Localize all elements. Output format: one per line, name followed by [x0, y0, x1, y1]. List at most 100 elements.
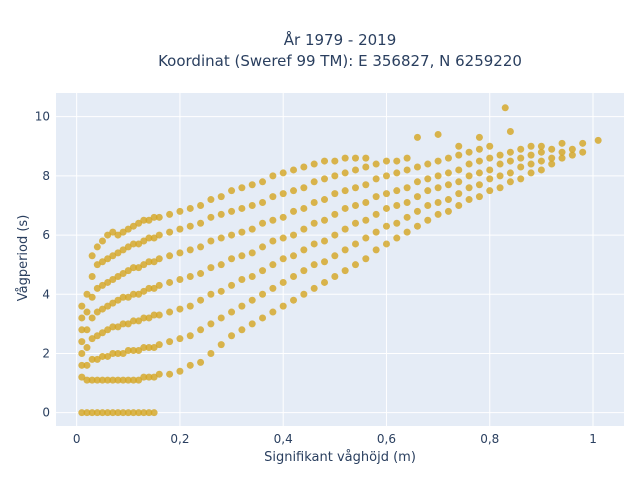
- data-point: [351, 219, 359, 227]
- data-point: [248, 225, 256, 233]
- data-point: [140, 216, 148, 224]
- data-point: [155, 370, 163, 378]
- data-point: [114, 409, 122, 417]
- data-point: [150, 373, 158, 381]
- data-point: [217, 261, 225, 269]
- data-point: [166, 308, 174, 316]
- data-point: [88, 376, 96, 384]
- data-point: [98, 258, 106, 266]
- data-point: [83, 361, 91, 369]
- data-point: [78, 409, 86, 417]
- data-point: [135, 317, 143, 325]
- data-point: [197, 296, 205, 304]
- data-point: [98, 329, 106, 337]
- data-point: [98, 281, 106, 289]
- data-point: [269, 284, 277, 292]
- data-point: [310, 178, 318, 186]
- data-point: [114, 376, 122, 384]
- data-point: [119, 246, 127, 254]
- data-point: [93, 376, 101, 384]
- data-point: [444, 196, 452, 204]
- chart-title-line-2: Koordinat (Sweref 99 TM): E 356827, N 62…: [158, 52, 522, 70]
- data-point: [83, 308, 91, 316]
- data-point: [124, 320, 132, 328]
- y-tick-label: 6: [42, 228, 50, 242]
- data-point: [93, 261, 101, 269]
- data-point: [228, 231, 236, 239]
- data-point: [341, 225, 349, 233]
- data-point: [140, 344, 148, 352]
- data-point: [475, 133, 483, 141]
- data-point: [290, 166, 298, 174]
- y-tick-label: 2: [42, 346, 50, 360]
- data-point: [114, 231, 122, 239]
- data-point: [248, 201, 256, 209]
- data-point: [362, 163, 370, 171]
- data-point: [104, 352, 112, 360]
- data-point: [109, 349, 117, 357]
- data-point: [150, 409, 158, 417]
- data-point: [486, 187, 494, 195]
- data-point: [279, 302, 287, 310]
- data-point: [486, 154, 494, 162]
- data-point: [129, 409, 137, 417]
- data-point: [548, 160, 556, 168]
- data-point: [310, 240, 318, 248]
- data-point: [290, 187, 298, 195]
- data-point: [259, 199, 267, 207]
- data-point: [496, 172, 504, 180]
- y-tick-label: 8: [42, 169, 50, 183]
- data-point: [548, 154, 556, 162]
- data-point: [362, 255, 370, 263]
- data-point: [548, 145, 556, 153]
- data-point: [486, 166, 494, 174]
- data-point: [351, 240, 359, 248]
- data-point: [145, 234, 153, 242]
- data-point: [186, 332, 194, 340]
- data-point: [279, 234, 287, 242]
- data-point: [104, 255, 112, 263]
- data-point: [506, 148, 514, 156]
- data-point: [455, 166, 463, 174]
- data-point: [155, 311, 163, 319]
- data-point: [197, 270, 205, 278]
- data-point: [129, 317, 137, 325]
- data-point: [93, 243, 101, 251]
- data-point: [300, 184, 308, 192]
- data-point: [176, 207, 184, 215]
- data-point: [135, 219, 143, 227]
- data-point: [537, 157, 545, 165]
- data-point: [465, 148, 473, 156]
- data-point: [465, 172, 473, 180]
- data-point: [145, 409, 153, 417]
- data-point: [259, 290, 267, 298]
- data-point: [331, 273, 339, 281]
- data-point: [176, 249, 184, 257]
- data-point: [372, 193, 380, 201]
- data-point: [362, 199, 370, 207]
- data-point: [290, 273, 298, 281]
- data-point: [166, 370, 174, 378]
- data-point: [269, 237, 277, 245]
- data-point: [290, 296, 298, 304]
- data-point: [351, 166, 359, 174]
- data-point: [114, 249, 122, 257]
- x-tick-label: 0,2: [170, 432, 189, 446]
- data-point: [393, 187, 401, 195]
- data-point: [207, 320, 215, 328]
- data-point: [124, 293, 132, 301]
- data-point: [269, 308, 277, 316]
- data-point: [176, 225, 184, 233]
- data-point: [362, 154, 370, 162]
- data-point: [321, 216, 329, 224]
- data-point: [382, 157, 390, 165]
- data-point: [248, 249, 256, 257]
- data-point: [455, 178, 463, 186]
- data-point: [140, 314, 148, 322]
- y-tick-label: 4: [42, 287, 50, 301]
- data-point: [155, 213, 163, 221]
- data-point: [150, 284, 158, 292]
- data-point: [207, 264, 215, 272]
- data-point: [341, 154, 349, 162]
- data-point: [279, 190, 287, 198]
